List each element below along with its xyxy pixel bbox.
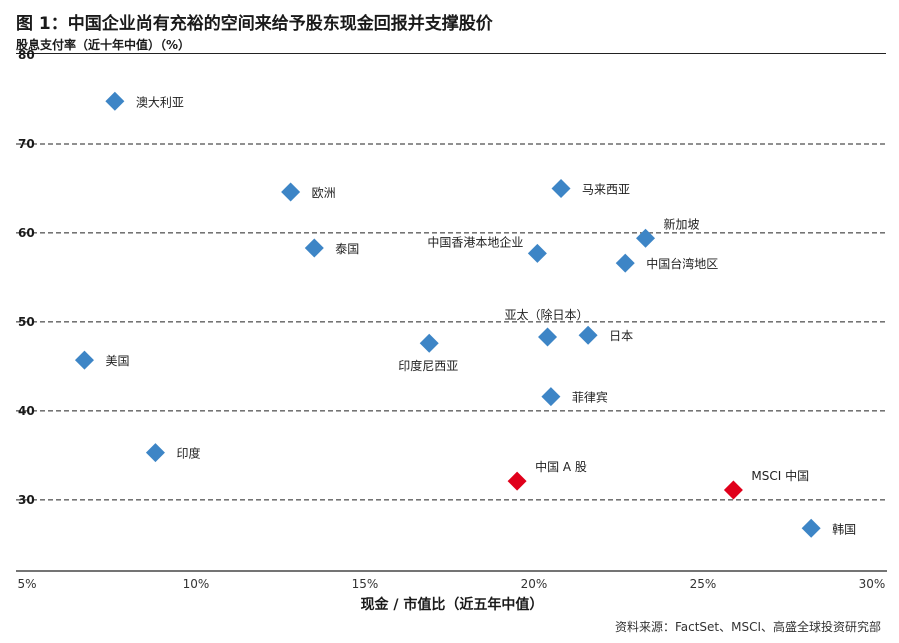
data-point-10 xyxy=(74,350,94,370)
y-tick-label-50: 50 xyxy=(18,315,35,329)
data-point-11 xyxy=(541,387,561,407)
x-tick-label-30: 30% xyxy=(859,577,886,591)
data-label-5: 中国香港本地企业 xyxy=(427,234,523,249)
y-tick-label-60: 60 xyxy=(18,226,35,240)
source-note: 资料来源：FactSet、MSCI、高盛全球投资研究部 xyxy=(614,620,881,634)
data-point-0 xyxy=(105,91,125,111)
data-label-0: 澳大利亚 xyxy=(136,95,184,109)
title-divider xyxy=(16,53,886,54)
data-label-15: 韩国 xyxy=(832,521,856,536)
data-label-8: 日本 xyxy=(609,329,633,343)
data-point-3 xyxy=(551,178,571,198)
data-point-9 xyxy=(419,333,439,353)
data-label-1: 欧洲 xyxy=(312,186,336,200)
y-tick-labels: 30 40 50 60 70 80 xyxy=(18,48,35,507)
data-point-15 xyxy=(801,518,821,538)
data-label-3: 马来西亚 xyxy=(582,182,630,196)
data-point-13 xyxy=(507,471,527,491)
y-tick-label-80: 80 xyxy=(18,48,35,62)
y-tick-label-30: 30 xyxy=(18,493,35,507)
data-points xyxy=(74,91,821,538)
data-label-6: 中国台湾地区 xyxy=(646,256,718,271)
data-point-2 xyxy=(304,238,324,258)
data-label-13: 中国 A 股 xyxy=(535,459,587,474)
data-point-8 xyxy=(578,325,598,345)
data-label-9: 印度尼西亚 xyxy=(398,358,458,373)
data-label-14: MSCI 中国 xyxy=(751,468,809,483)
data-label-12: 印度 xyxy=(176,446,200,461)
data-label-7: 亚太（除日本） xyxy=(505,307,589,322)
x-tick-label-5: 5% xyxy=(17,577,36,591)
x-tick-label-10: 10% xyxy=(183,577,210,591)
data-label-10: 美国 xyxy=(105,354,129,368)
x-tick-label-20: 20% xyxy=(521,577,548,591)
gridlines xyxy=(16,143,887,501)
data-point-14 xyxy=(723,480,743,500)
data-point-4 xyxy=(636,228,656,248)
y-axis-label: 股息支付率（近十年中值）（%） xyxy=(16,38,191,52)
data-point-5 xyxy=(527,243,547,263)
data-label-11: 菲律宾 xyxy=(572,390,608,405)
x-tick-labels: 5% 10% 15% 20% 25% 30% xyxy=(17,577,885,591)
data-label-2: 泰国 xyxy=(335,242,359,256)
y-tick-label-40: 40 xyxy=(18,404,35,418)
x-tick-label-15: 15% xyxy=(352,577,379,591)
data-point-12 xyxy=(145,443,165,463)
y-tick-label-70: 70 xyxy=(18,137,35,151)
data-point-6 xyxy=(615,253,635,273)
chart-title: 图 1：中国企业尚有充裕的空间来给予股东现金回报并支撑股价 xyxy=(16,14,493,34)
data-point-7 xyxy=(538,327,558,347)
x-axis-label: 现金 / 市值比（近五年中值） xyxy=(361,596,544,613)
data-label-4: 新加坡 xyxy=(664,216,700,231)
data-point-1 xyxy=(281,182,301,202)
x-tick-label-25: 25% xyxy=(690,577,717,591)
